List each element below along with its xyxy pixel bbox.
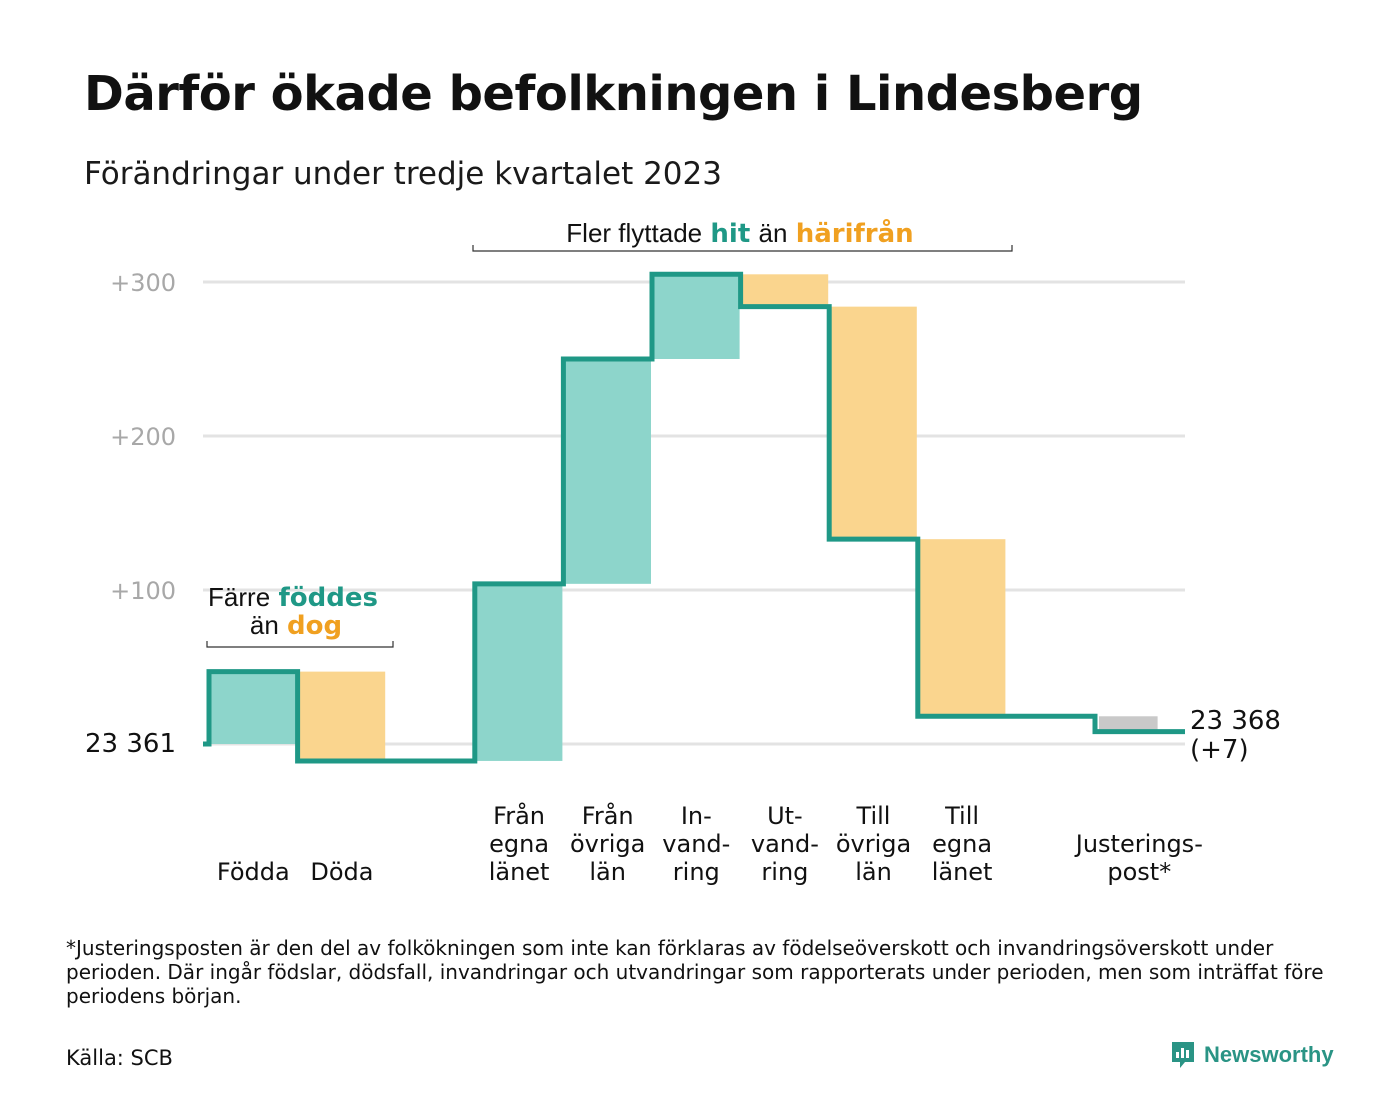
births-annotation-pre2: än bbox=[250, 610, 279, 640]
y-tick-label: +100 bbox=[110, 577, 176, 605]
births-annotation-pre: Färre bbox=[208, 582, 270, 612]
births-annotation-teal: föddes bbox=[278, 583, 378, 613]
bar-outflow bbox=[297, 671, 386, 761]
moves-annotation-mid: än bbox=[759, 218, 788, 248]
bar-outflow bbox=[740, 274, 829, 307]
svg-text:Fler flyttade hit: Fler flyttade hit än härifrån bbox=[566, 217, 913, 249]
chart-subtitle: Förändringar under tredje kvartalet 2023 bbox=[84, 156, 722, 192]
end-value-label: 23 368 bbox=[1190, 706, 1281, 736]
moves-annotation-teal: hit bbox=[710, 219, 750, 249]
moves-annotation-orange: härifrån bbox=[796, 217, 914, 249]
births-bracket bbox=[206, 641, 394, 648]
source-label: Källa: SCB bbox=[66, 1046, 173, 1070]
moves-bracket bbox=[472, 245, 1013, 252]
x-tick-label: Döda bbox=[310, 858, 373, 886]
svg-text:Färre föddes: Färre föddes bbox=[208, 582, 378, 613]
end-change-label: (+7) bbox=[1190, 735, 1249, 765]
x-tick-label: Till bbox=[944, 802, 979, 830]
chart-title: Därför ökade befolkningen i Lindesberg bbox=[84, 66, 1143, 122]
bars-group bbox=[209, 274, 1158, 761]
x-tick-label: län bbox=[589, 858, 626, 886]
y-tick-label: +300 bbox=[110, 269, 176, 297]
newsworthy-logo: Newsworthy bbox=[1170, 1040, 1334, 1070]
moves-annotation-pre: Fler flyttade bbox=[566, 218, 702, 248]
moves-annotation: Fler flyttade hit än härifrån bbox=[472, 217, 1013, 252]
x-tick-label: Födda bbox=[217, 858, 290, 886]
bar-inflow bbox=[563, 359, 651, 584]
x-tick-label: Till bbox=[856, 802, 891, 830]
start-value-label: 23 361 bbox=[85, 729, 176, 759]
x-tick-label: övriga bbox=[836, 830, 911, 858]
bar-inflow bbox=[474, 583, 563, 761]
x-tick-label: post* bbox=[1107, 858, 1171, 886]
x-tick-label: länet bbox=[932, 858, 993, 886]
x-tick-label: Ut- bbox=[767, 802, 803, 830]
x-tick-label: Från bbox=[582, 801, 634, 830]
x-tick-label: Justerings- bbox=[1074, 830, 1203, 858]
x-tick-label: övriga bbox=[570, 830, 645, 858]
x-tick-label: Från bbox=[493, 801, 545, 830]
y-tick-label: +200 bbox=[110, 423, 176, 451]
y-axis-ticks: +100 +200 +300 bbox=[110, 269, 176, 605]
x-tick-label: egna bbox=[932, 830, 992, 858]
bar-inflow bbox=[652, 274, 740, 359]
x-axis-labels: Födda DödaFrånegnalänetFrånövrigalänIn-va… bbox=[217, 801, 1203, 886]
brand-name: Newsworthy bbox=[1204, 1042, 1334, 1067]
x-tick-label: In- bbox=[681, 802, 712, 830]
newsworthy-logo-icon bbox=[1172, 1042, 1194, 1068]
bar-inflow bbox=[209, 671, 297, 744]
x-tick-label: vand- bbox=[662, 830, 730, 858]
cumulative-step-line bbox=[203, 271, 1185, 764]
x-tick-label: ring bbox=[673, 858, 720, 886]
x-tick-label: egna bbox=[489, 830, 549, 858]
footnote: *Justeringsposten är den del av folkökni… bbox=[66, 936, 1324, 1008]
svg-text:än dog: än dog bbox=[250, 610, 342, 641]
bar-outflow bbox=[917, 539, 1006, 717]
x-tick-label: vand- bbox=[751, 830, 819, 858]
x-tick-label: länet bbox=[489, 858, 550, 886]
bar-outflow bbox=[829, 306, 917, 540]
x-tick-label: län bbox=[855, 858, 892, 886]
births-annotation-orange: dog bbox=[287, 611, 342, 641]
waterfall-chart: +100+200+300 Födda DödaFrånegnalänetFrånö… bbox=[85, 217, 1281, 886]
bar-adjustment bbox=[1099, 716, 1158, 732]
births-annotation: Färre föddes än dog bbox=[206, 582, 394, 648]
x-tick-label: ring bbox=[761, 858, 808, 886]
